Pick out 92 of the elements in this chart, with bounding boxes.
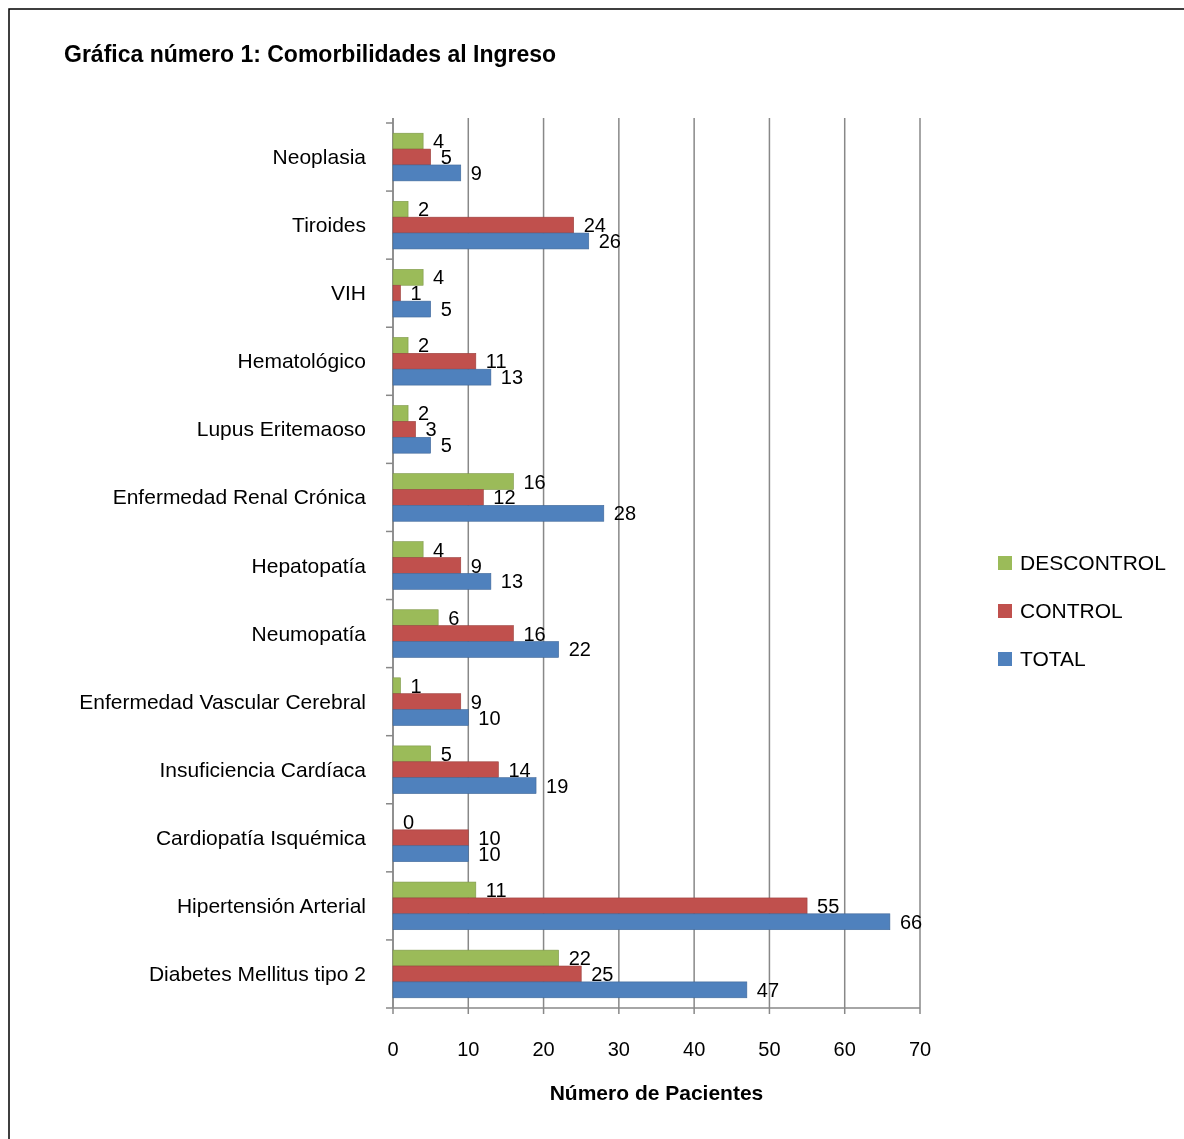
y-tick-label: Hipertensión Arterial xyxy=(176,893,366,917)
legend-label: TOTAL xyxy=(1020,647,1086,670)
y-tick-label: Diabetes Mellitus tipo 2 xyxy=(148,961,366,985)
bar xyxy=(392,693,462,710)
x-tick-label: 0 xyxy=(387,1038,399,1060)
bar xyxy=(392,677,401,695)
bar xyxy=(392,965,582,983)
bar xyxy=(392,421,416,438)
data-label: 4 xyxy=(433,266,445,289)
bar xyxy=(392,981,748,999)
y-tick-label: Neumopatía xyxy=(251,621,367,645)
data-label: 9 xyxy=(470,161,482,184)
bar xyxy=(392,300,431,318)
data-label: 22 xyxy=(568,638,591,661)
data-label: 2 xyxy=(418,334,430,357)
data-label: 5 xyxy=(440,298,452,321)
x-tick-label: 50 xyxy=(758,1038,781,1060)
x-tick-label: 70 xyxy=(908,1038,932,1060)
y-tick-label: Lupus Eritemaoso xyxy=(196,417,366,441)
data-label: 12 xyxy=(493,486,516,509)
x-tick-label: 30 xyxy=(607,1038,630,1060)
bar xyxy=(392,284,401,302)
bar xyxy=(392,216,574,234)
bar xyxy=(392,777,537,794)
bar xyxy=(392,405,409,422)
bar xyxy=(392,132,424,150)
bar xyxy=(392,609,439,626)
legend-label: CONTROL xyxy=(1020,599,1123,622)
bar xyxy=(392,829,469,847)
y-tick-label: Enfermedad Renal Crónica xyxy=(112,485,367,509)
bar xyxy=(392,557,462,574)
bar xyxy=(392,761,499,778)
bar xyxy=(392,949,559,967)
bar xyxy=(392,473,514,490)
y-tick-label: Insuficiencia Cardíaca xyxy=(159,757,367,781)
x-tick-label: 10 xyxy=(457,1038,480,1060)
data-label: 16 xyxy=(523,470,546,493)
bar xyxy=(392,641,559,658)
data-label: 55 xyxy=(817,894,840,917)
x-tick-label: 60 xyxy=(833,1038,856,1060)
bar xyxy=(392,709,469,726)
data-label: 5 xyxy=(440,434,452,457)
data-label: 2 xyxy=(418,198,430,221)
chart-title: Gráfica número 1: Comorbilidades al Ingreso xyxy=(64,41,557,67)
bar xyxy=(392,845,469,862)
bar xyxy=(392,368,492,386)
bar xyxy=(392,436,431,454)
x-axis-title: Número de Pacientes xyxy=(549,1081,764,1104)
bar xyxy=(392,541,424,558)
bar xyxy=(392,745,431,763)
bar xyxy=(392,337,409,354)
data-label: 11 xyxy=(485,879,507,901)
x-tick-label: 20 xyxy=(532,1038,555,1060)
data-label: 66 xyxy=(899,910,923,933)
data-label: 13 xyxy=(500,570,524,593)
data-label: 47 xyxy=(756,978,780,1001)
bar xyxy=(392,881,477,899)
bar xyxy=(392,489,484,506)
bar xyxy=(392,913,891,931)
bar xyxy=(392,625,514,642)
data-label: 1 xyxy=(410,282,422,305)
bar xyxy=(392,269,424,286)
y-tick-label: Hematológico xyxy=(237,349,366,373)
y-tick-label: Hepatopatía xyxy=(251,553,367,577)
legend-label: DESCONTROL xyxy=(1020,551,1166,574)
bar xyxy=(392,164,462,182)
y-tick-label: Tiroides xyxy=(292,213,366,237)
data-label: 22 xyxy=(568,947,591,970)
y-tick-label: Cardiopatía Isquémica xyxy=(155,825,367,849)
y-tick-label: Enfermedad Vascular Cerebral xyxy=(79,689,366,713)
data-label: 14 xyxy=(508,758,531,781)
bar xyxy=(392,148,431,166)
data-label: 0 xyxy=(403,810,415,833)
data-label: 6 xyxy=(448,606,460,629)
data-label: 9 xyxy=(470,554,482,577)
data-label: 5 xyxy=(440,742,452,765)
bar xyxy=(392,353,477,370)
bar xyxy=(392,505,605,522)
data-label: 4 xyxy=(433,538,445,561)
bar xyxy=(392,573,492,590)
data-label: 9 xyxy=(470,690,482,713)
data-label: 19 xyxy=(546,774,569,797)
y-tick-label: VIH xyxy=(330,281,366,305)
y-tick-label: Neoplasia xyxy=(272,145,367,169)
data-label: 25 xyxy=(591,962,614,985)
data-label: 16 xyxy=(523,622,546,645)
x-tick-label: 40 xyxy=(683,1038,706,1060)
data-label: 1 xyxy=(410,674,422,697)
data-label: 28 xyxy=(613,502,637,525)
bar xyxy=(392,200,409,218)
bar xyxy=(392,897,808,915)
bar xyxy=(392,232,590,250)
